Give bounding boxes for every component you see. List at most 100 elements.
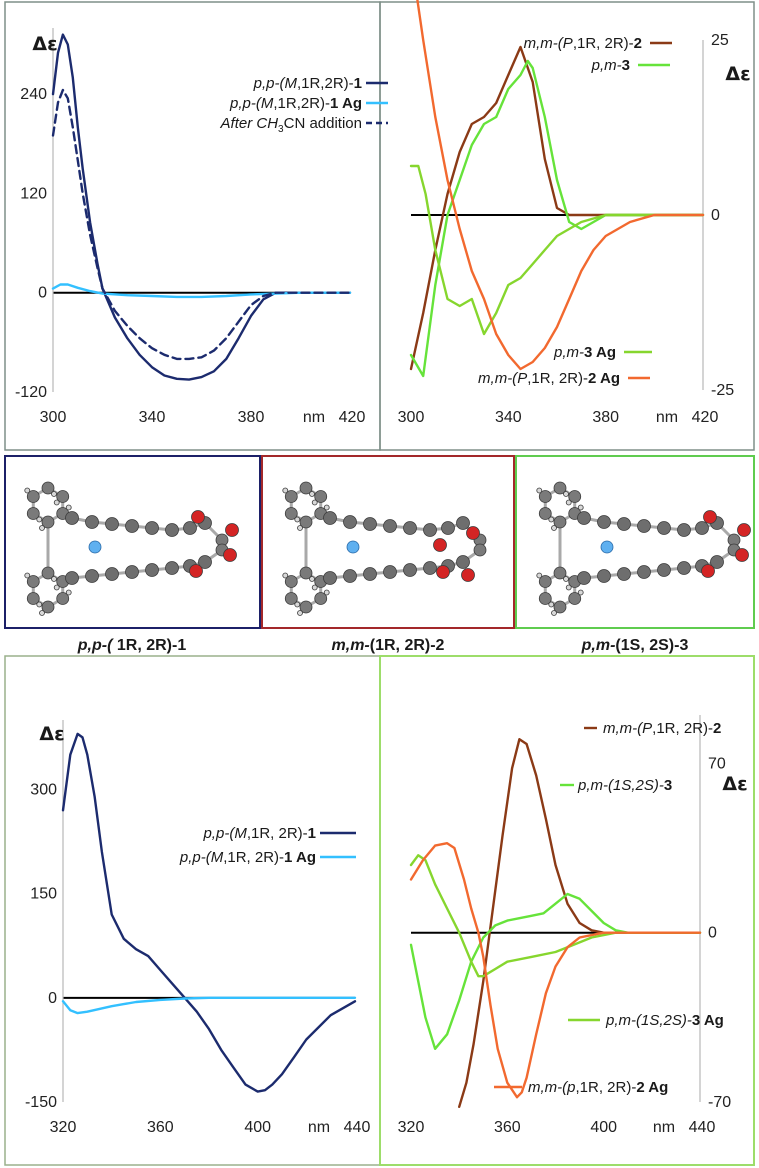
carbon-atom — [423, 561, 437, 575]
carbon-atom — [363, 567, 377, 581]
x-tick-label: 300 — [398, 409, 425, 426]
carbon-atom — [165, 523, 179, 537]
legend-label: p,m-3 Ag — [553, 344, 616, 361]
carbon-atom — [553, 515, 567, 529]
carbon-atom — [657, 563, 671, 577]
carbon-atom — [677, 523, 691, 537]
carbon-atom — [56, 592, 70, 605]
x-tick-label: 320 — [50, 1119, 77, 1136]
carbon-atom — [26, 592, 40, 605]
carbon-atom — [56, 490, 70, 503]
oxygen-atom — [436, 565, 450, 579]
y-tick-label: 120 — [20, 185, 47, 202]
oxygen-atom — [703, 510, 717, 524]
carbon-atom — [456, 516, 470, 530]
x-tick-label: 360 — [147, 1119, 174, 1136]
hydrogen-atom — [565, 584, 572, 591]
hydrogen-atom — [577, 589, 584, 596]
carbon-atom — [145, 563, 159, 577]
hydrogen-atom — [282, 487, 289, 494]
hydrogen-atom — [551, 525, 557, 531]
hydrogen-atom — [24, 487, 31, 494]
hydrogen-atom — [323, 589, 330, 596]
carbon-atom — [105, 567, 119, 581]
y-tick-label: 0 — [48, 990, 57, 1007]
carbon-atom — [284, 507, 298, 520]
x-unit-label: nm — [656, 409, 678, 426]
hydrogen-atom — [282, 572, 289, 579]
carbon-atom — [710, 555, 724, 569]
x-unit-label: nm — [308, 1119, 330, 1136]
hydrogen-atom — [53, 499, 60, 506]
x-unit-label: nm — [653, 1119, 675, 1136]
hydrogen-atom — [39, 525, 45, 531]
series-line — [409, 892, 702, 1051]
y-tick-label: -25 — [711, 382, 734, 399]
oxygen-atom — [223, 548, 237, 562]
x-tick-label: 440 — [689, 1119, 716, 1136]
oxygen-atom — [225, 523, 239, 537]
x-tick-label: 400 — [590, 1119, 617, 1136]
carbon-atom — [183, 521, 197, 535]
carbon-atom — [284, 575, 298, 588]
x-tick-label: 420 — [339, 409, 366, 426]
y-tick-label: 25 — [711, 32, 729, 49]
carbon-atom — [473, 543, 487, 557]
x-tick-label: 380 — [238, 409, 265, 426]
hydrogen-atom — [39, 610, 45, 616]
series-line — [51, 88, 352, 361]
carbon-atom — [597, 515, 611, 529]
y-axis-label: Δε — [39, 723, 64, 745]
y-tick-label: -70 — [708, 1094, 731, 1111]
carbon-atom — [323, 571, 337, 585]
hydrogen-atom — [548, 516, 555, 523]
chart-top-left: 240 120 0 -120 300 340 380 420 nm Δε p,p-(M,1R,2R)… — [15, 28, 388, 426]
x-tick-label: 420 — [692, 409, 719, 426]
carbon-atom — [284, 592, 298, 605]
hydrogen-atom — [311, 499, 318, 506]
structure-caption-2: m,m-(1R, 2R)-2 — [332, 637, 445, 654]
carbon-atom — [165, 561, 179, 575]
series-line — [61, 732, 357, 1093]
legend-label: After CH3CN addition — [220, 115, 362, 135]
carbon-atom — [363, 517, 377, 531]
carbon-atom — [125, 565, 139, 579]
legend-label: m,m-(P,1R, 2R)-2 — [603, 720, 721, 737]
oxygen-atom — [461, 568, 475, 582]
hydrogen-atom — [548, 601, 555, 608]
x-tick-label: 300 — [40, 409, 67, 426]
hydrogen-atom — [36, 601, 43, 608]
carbon-atom — [299, 566, 313, 580]
panel-frame-top-right — [379, 1, 755, 451]
hydrogen-atom — [565, 499, 572, 506]
carbon-atom — [105, 517, 119, 531]
x-tick-label: 340 — [139, 409, 166, 426]
carbon-atom — [456, 555, 470, 569]
series-line — [409, 854, 702, 978]
carbon-atom — [617, 567, 631, 581]
x-tick-label: 360 — [494, 1119, 521, 1136]
legend-label: m,m-(p,1R, 2R)-2 Ag — [528, 1079, 668, 1096]
oxygen-atom — [735, 548, 749, 562]
carbon-atom — [85, 515, 99, 529]
oxygen-atom — [189, 564, 203, 578]
carbon-atom — [441, 521, 455, 535]
carbon-atom — [284, 490, 298, 503]
hydrogen-atom — [51, 491, 57, 497]
carbon-atom — [314, 490, 328, 503]
oxygen-atom — [191, 510, 205, 524]
carbon-atom — [299, 600, 313, 614]
silver-ion — [600, 540, 614, 554]
carbon-atom — [65, 571, 79, 585]
molecule-1-model — [24, 481, 239, 616]
y-tick-label: -120 — [15, 384, 47, 401]
structure-caption-3: p,m-(1S, 2S)-3 — [581, 637, 689, 654]
series-line — [51, 283, 352, 299]
molecule-2-model — [282, 481, 487, 616]
carbon-atom — [568, 592, 582, 605]
hydrogen-atom — [297, 610, 303, 616]
legend-label: m,m-(P,1R, 2R)-2 Ag — [478, 370, 620, 387]
carbon-atom — [125, 519, 139, 533]
carbon-atom — [657, 521, 671, 535]
hydrogen-atom — [309, 576, 315, 582]
